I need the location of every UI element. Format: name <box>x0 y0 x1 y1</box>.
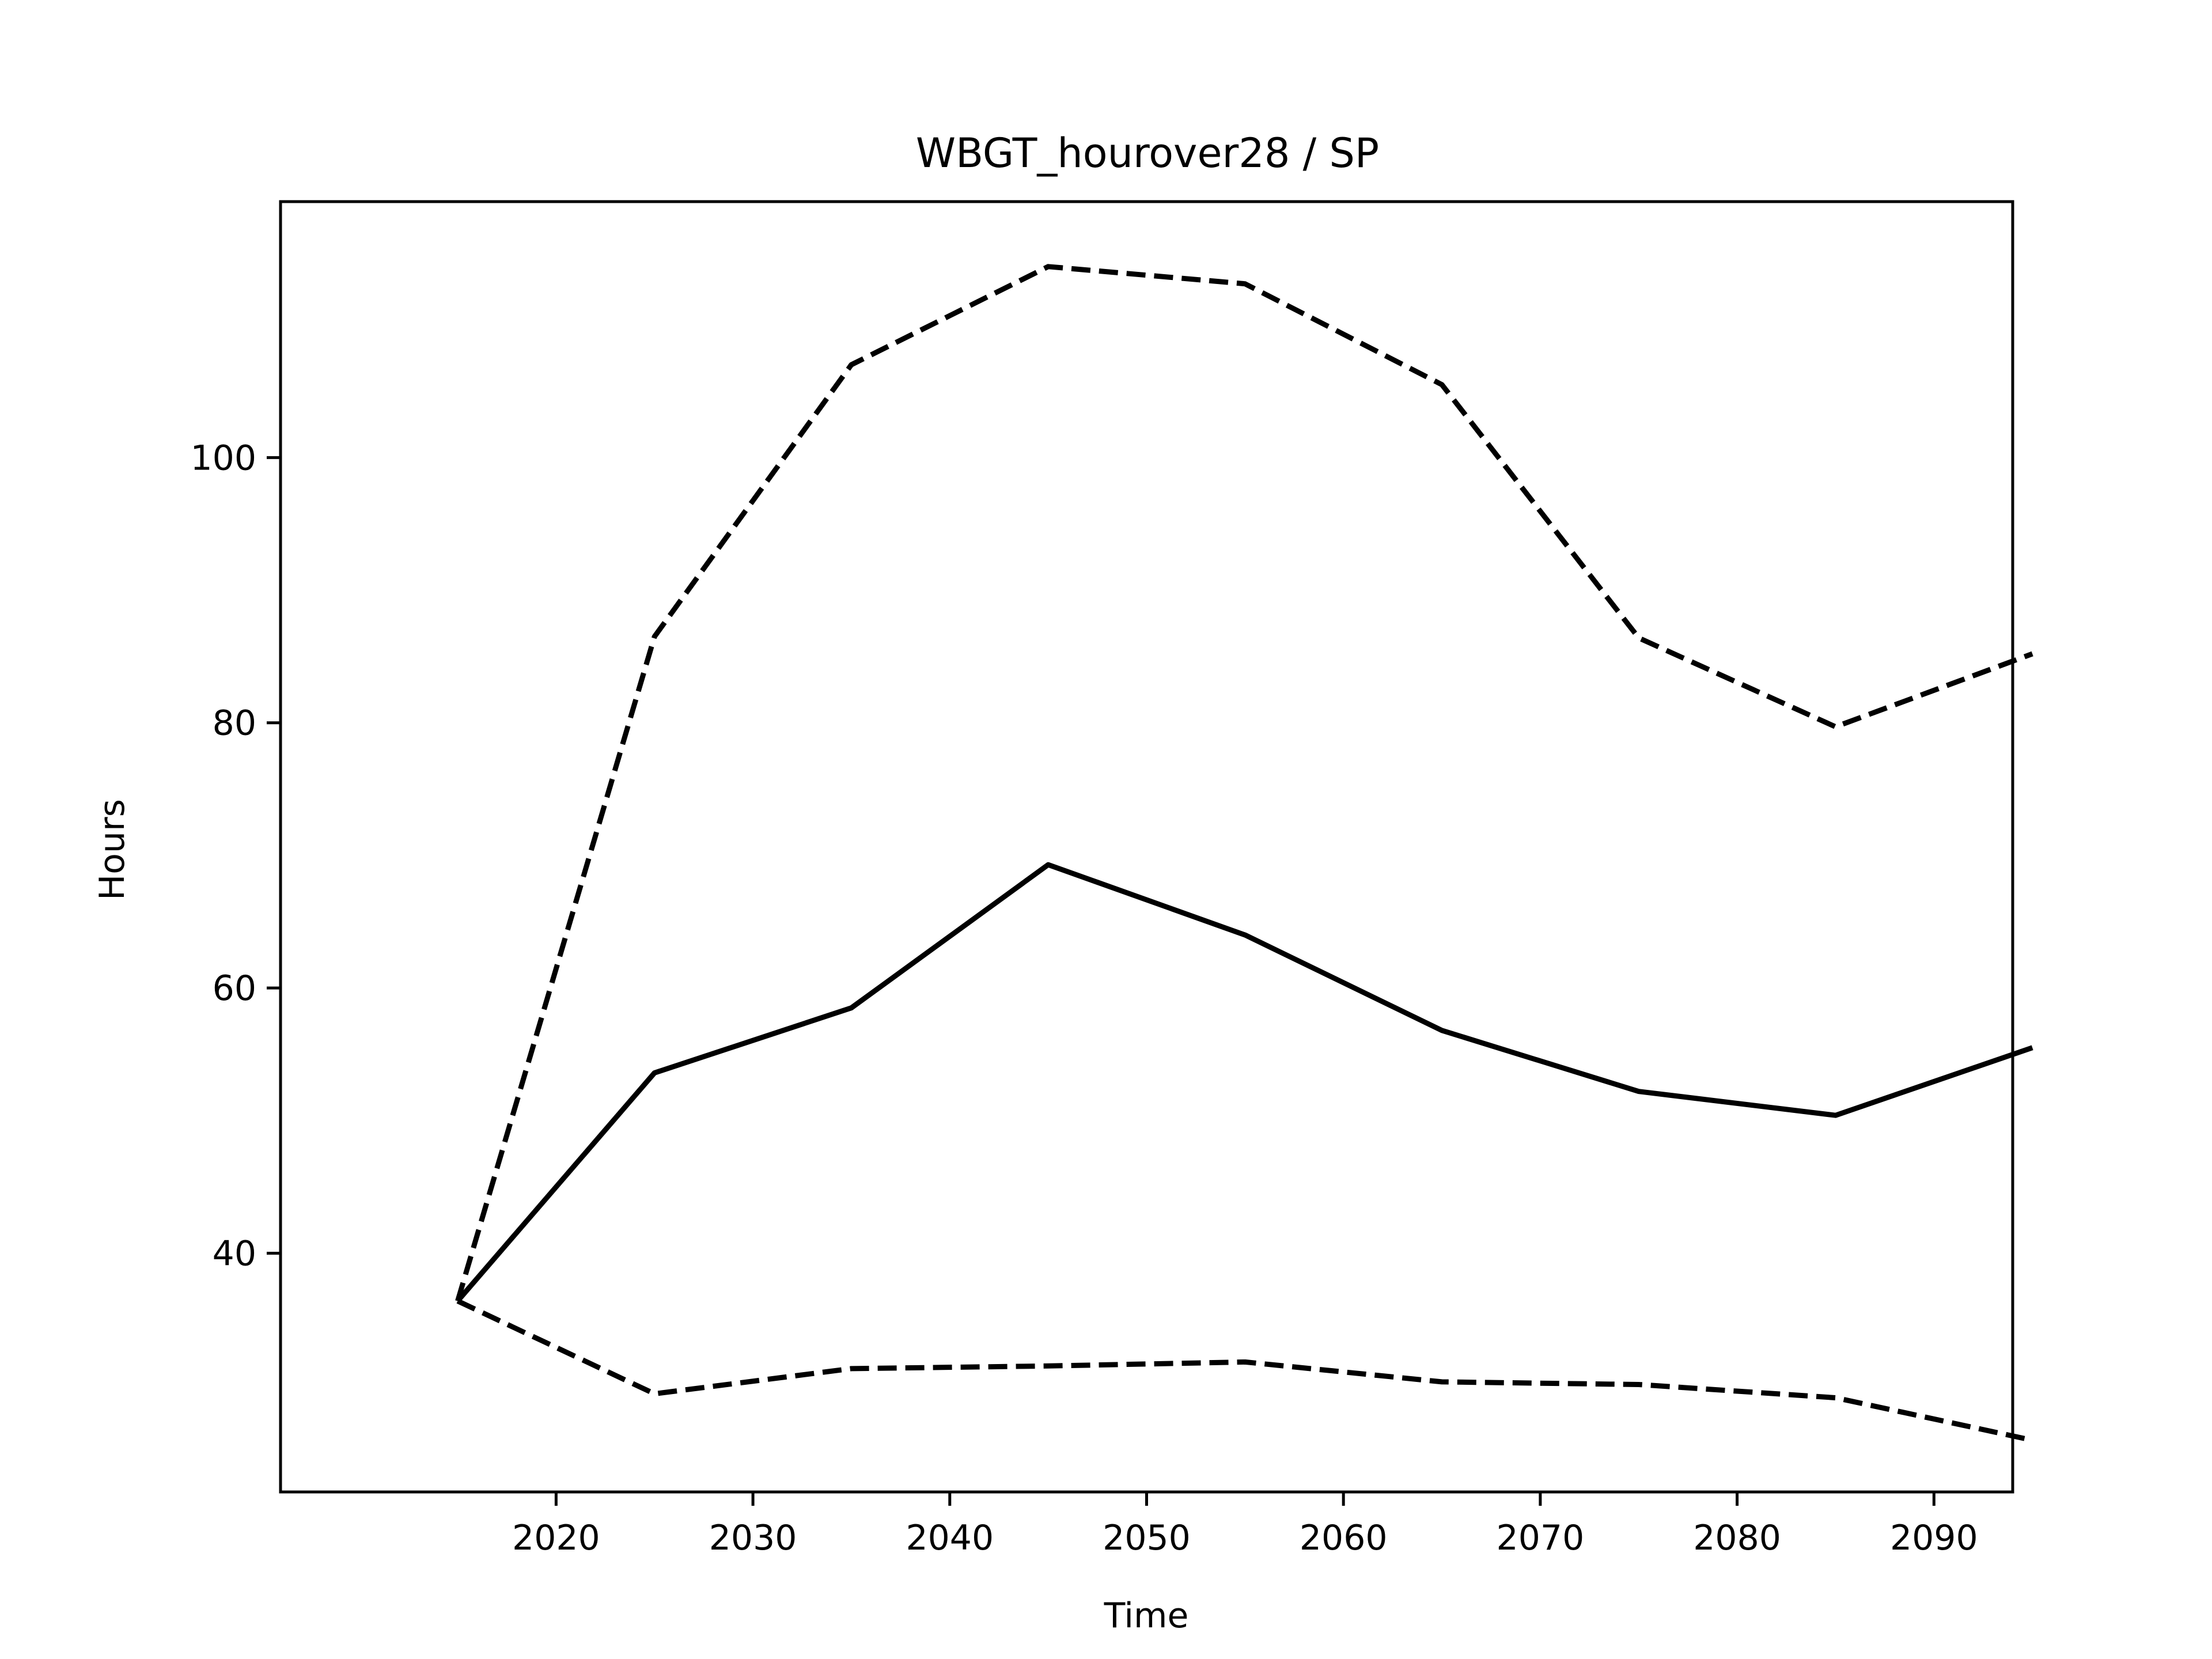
series-line-1 <box>456 862 2033 1303</box>
x-tick-label: 2080 <box>1693 1518 1781 1558</box>
series-group <box>455 264 2033 1443</box>
x-tick-label: 2030 <box>709 1518 797 1558</box>
y-axis: 40 60 80 100 <box>190 438 281 1274</box>
x-axis-label: Time <box>1104 1596 1189 1636</box>
y-tick-label: 80 <box>213 703 256 744</box>
x-axis: 2020 2030 2040 2050 2060 2070 2080 2090 <box>512 1492 1978 1558</box>
y-tick-label: 60 <box>213 968 256 1009</box>
x-tick-label: 2070 <box>1497 1518 1585 1558</box>
chart-title: WBGT_hourover28 / SP <box>916 130 1379 177</box>
x-tick-label: 2090 <box>1890 1518 1978 1558</box>
x-tick-label: 2060 <box>1300 1518 1388 1558</box>
y-tick-label: 40 <box>213 1234 256 1274</box>
series-line-3 <box>456 1298 2033 1443</box>
y-axis-label: Hours <box>92 799 132 900</box>
x-tick-label: 2040 <box>906 1518 994 1558</box>
x-tick-label: 2050 <box>1103 1518 1191 1558</box>
plot-frame <box>279 200 2014 1494</box>
x-tick-label: 2020 <box>512 1518 600 1558</box>
y-tick-label: 100 <box>190 438 256 478</box>
series-line-2 <box>455 264 2033 1302</box>
